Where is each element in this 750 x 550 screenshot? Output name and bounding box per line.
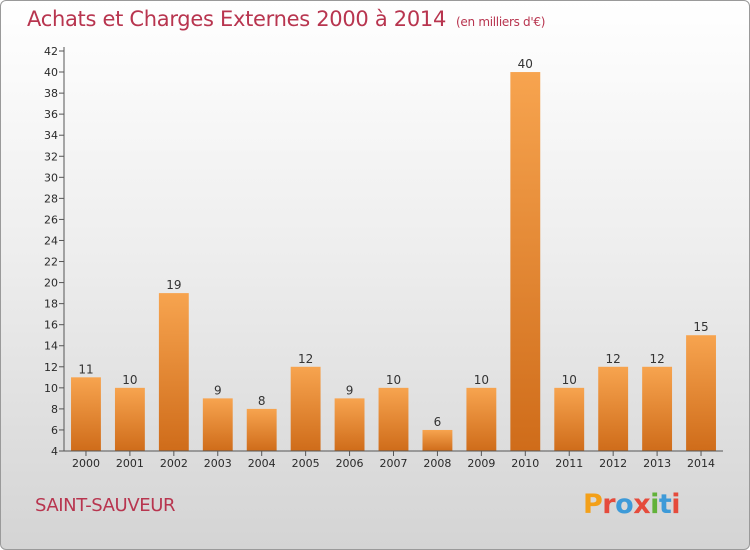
y-tick-label: 28 <box>44 192 58 205</box>
bar-value-label: 10 <box>474 373 489 387</box>
y-tick-label: 36 <box>44 108 58 121</box>
y-tick-label: 4 <box>51 445 58 458</box>
x-tick-label: 2007 <box>380 457 408 470</box>
bar-value-label: 10 <box>562 373 577 387</box>
x-tick-label: 2009 <box>467 457 495 470</box>
y-tick-label: 8 <box>51 403 58 416</box>
town-name: SAINT-SAUVEUR <box>35 495 176 516</box>
y-tick-label: 34 <box>44 129 58 142</box>
chart-title-text: Achats et Charges Externes 2000 à 2014 <box>27 7 447 31</box>
y-tick-label: 20 <box>44 277 58 290</box>
proxiti-logo[interactable]: Proxiti <box>583 489 681 520</box>
y-tick-label: 24 <box>44 234 58 247</box>
y-axis: 4 6 8 10 12 14 16 18 20 22 24 26 28 30 32 34 36 38 40 42 <box>44 45 64 458</box>
x-tick-label: 2000 <box>72 457 100 470</box>
x-tick-label: 2011 <box>555 457 583 470</box>
x-tick-label: 2012 <box>599 457 627 470</box>
bar <box>686 335 716 451</box>
x-tick-label: 2006 <box>336 457 364 470</box>
bar-value-label: 10 <box>122 373 137 387</box>
bar <box>114 387 145 451</box>
x-tick-label: 2005 <box>292 457 320 470</box>
x-tick-label: 2008 <box>423 457 451 470</box>
logo-letter: t <box>658 489 672 520</box>
bar <box>642 366 673 451</box>
y-tick-label: 30 <box>44 171 58 184</box>
x-tick-label: 2001 <box>116 457 144 470</box>
y-tick-label: 12 <box>44 361 58 374</box>
y-tick-label: 14 <box>44 340 58 353</box>
bar-value-label: 19 <box>166 278 181 292</box>
bar <box>378 387 409 451</box>
x-tick-label: 2014 <box>687 457 715 470</box>
logo-letter: P <box>583 489 603 520</box>
y-tick-label: 18 <box>44 298 58 311</box>
bar <box>334 398 365 451</box>
bar-value-label: 12 <box>298 352 313 366</box>
bar-value-label: 8 <box>258 394 266 408</box>
y-tick-label: 16 <box>44 319 58 332</box>
x-tick-label: 2004 <box>248 457 276 470</box>
bar-value-label: 12 <box>649 352 664 366</box>
logo-letter: r <box>602 489 616 520</box>
bar-value-label: 40 <box>518 57 533 71</box>
logo-letter: o <box>615 489 634 520</box>
x-tick-label: 2013 <box>643 457 671 470</box>
bar-value-label: 12 <box>606 352 621 366</box>
bar <box>202 398 233 451</box>
bar <box>158 293 189 451</box>
bar-value-label: 11 <box>78 362 93 376</box>
bar <box>422 429 453 451</box>
logo-letter: i <box>671 489 681 520</box>
y-tick-label: 10 <box>44 382 58 395</box>
bar-value-label: 15 <box>693 320 708 334</box>
chart-title: Achats et Charges Externes 2000 à 2014 (e… <box>27 7 545 31</box>
bar <box>598 366 629 451</box>
data-labels: 11 10 19 9 8 12 9 10 6 10 40 10 12 12 15 <box>78 57 708 429</box>
bar-value-label: 9 <box>346 383 354 397</box>
logo-letter: x <box>633 489 651 520</box>
bar <box>466 387 497 451</box>
y-tick-label: 40 <box>44 66 58 79</box>
bar <box>71 377 101 451</box>
bar <box>510 72 541 451</box>
y-tick-label: 42 <box>44 45 58 58</box>
y-tick-label: 38 <box>44 87 58 100</box>
logo-letter: i <box>650 489 659 520</box>
bar-series <box>71 72 716 451</box>
chart-unit: (en milliers d'€) <box>456 15 546 29</box>
bar <box>554 387 585 451</box>
x-axis: 2000 2001 2002 2003 2004 2005 2006 2007 2008 2009… <box>72 451 715 470</box>
y-tick-label: 26 <box>44 213 58 226</box>
bar-value-label: 10 <box>386 373 401 387</box>
x-tick-label: 2010 <box>511 457 539 470</box>
y-tick-label: 22 <box>44 256 58 269</box>
x-tick-label: 2002 <box>160 457 188 470</box>
bar <box>290 366 321 451</box>
x-tick-label: 2003 <box>204 457 232 470</box>
bar <box>246 408 277 451</box>
bar-value-label: 6 <box>434 415 442 429</box>
bar-value-label: 9 <box>214 383 222 397</box>
y-tick-label: 32 <box>44 150 58 163</box>
y-tick-label: 6 <box>51 424 58 437</box>
